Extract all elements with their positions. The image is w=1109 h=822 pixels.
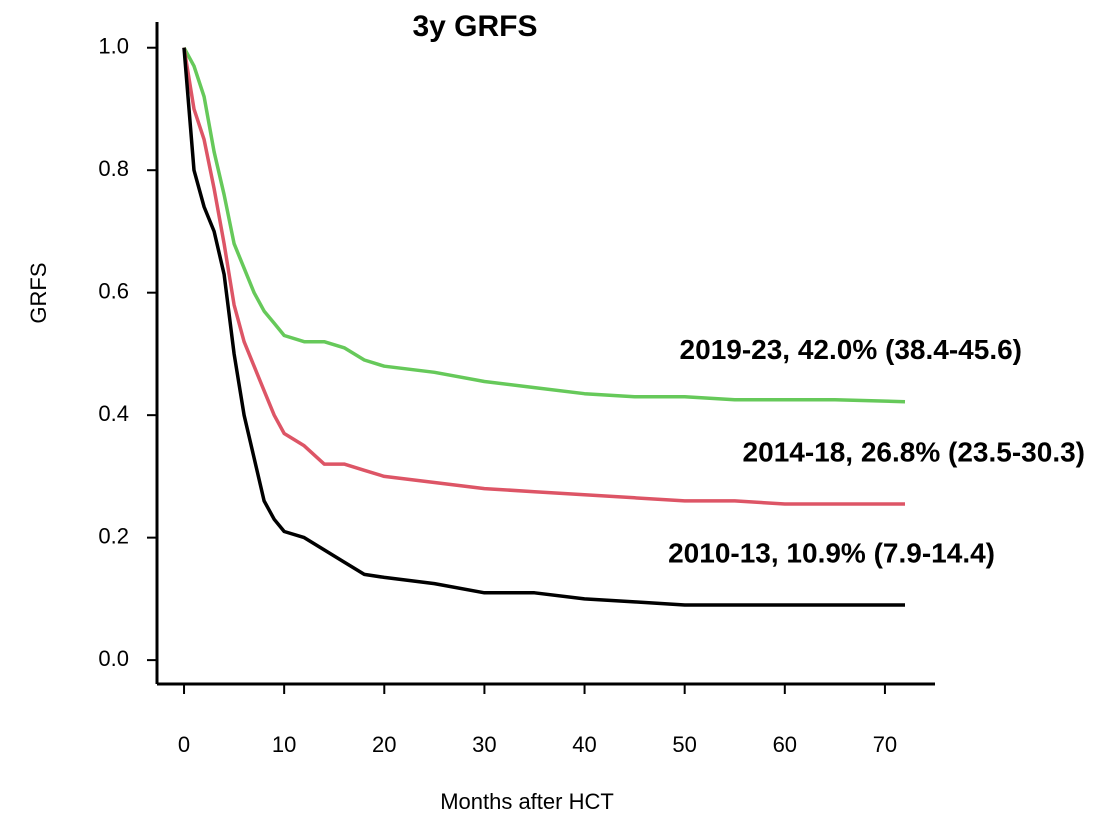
y-tick-label: 0.4 xyxy=(98,401,129,426)
series-line xyxy=(182,47,905,506)
y-tick-label: 0.2 xyxy=(98,523,129,548)
x-tick-label: 70 xyxy=(873,732,897,757)
y-tick-label: 0.8 xyxy=(98,156,129,181)
x-tick-label: 0 xyxy=(178,732,190,757)
y-tick-label: 1.0 xyxy=(98,34,129,59)
series-label: 2014-18, 26.8% (23.5-30.3) xyxy=(743,436,1085,467)
x-tick-label: 50 xyxy=(672,732,696,757)
x-tick-label: 30 xyxy=(472,732,496,757)
x-tick-label: 60 xyxy=(773,732,797,757)
y-tick-label: 0.6 xyxy=(98,278,129,303)
x-tick-label: 40 xyxy=(572,732,596,757)
chart-title: 3y GRFS xyxy=(412,10,537,43)
y-tick-label: 0.0 xyxy=(98,646,129,671)
x-axis-label: Months after HCT xyxy=(440,789,614,814)
x-tick-label: 10 xyxy=(272,732,296,757)
series-label: 2019-23, 42.0% (38.4-45.6) xyxy=(680,334,1022,365)
series-line xyxy=(182,46,906,404)
y-axis-label: GRFS xyxy=(26,262,51,323)
series-line xyxy=(182,47,905,607)
series-label: 2010-13, 10.9% (7.9-14.4) xyxy=(668,537,995,568)
x-tick-label: 20 xyxy=(372,732,396,757)
